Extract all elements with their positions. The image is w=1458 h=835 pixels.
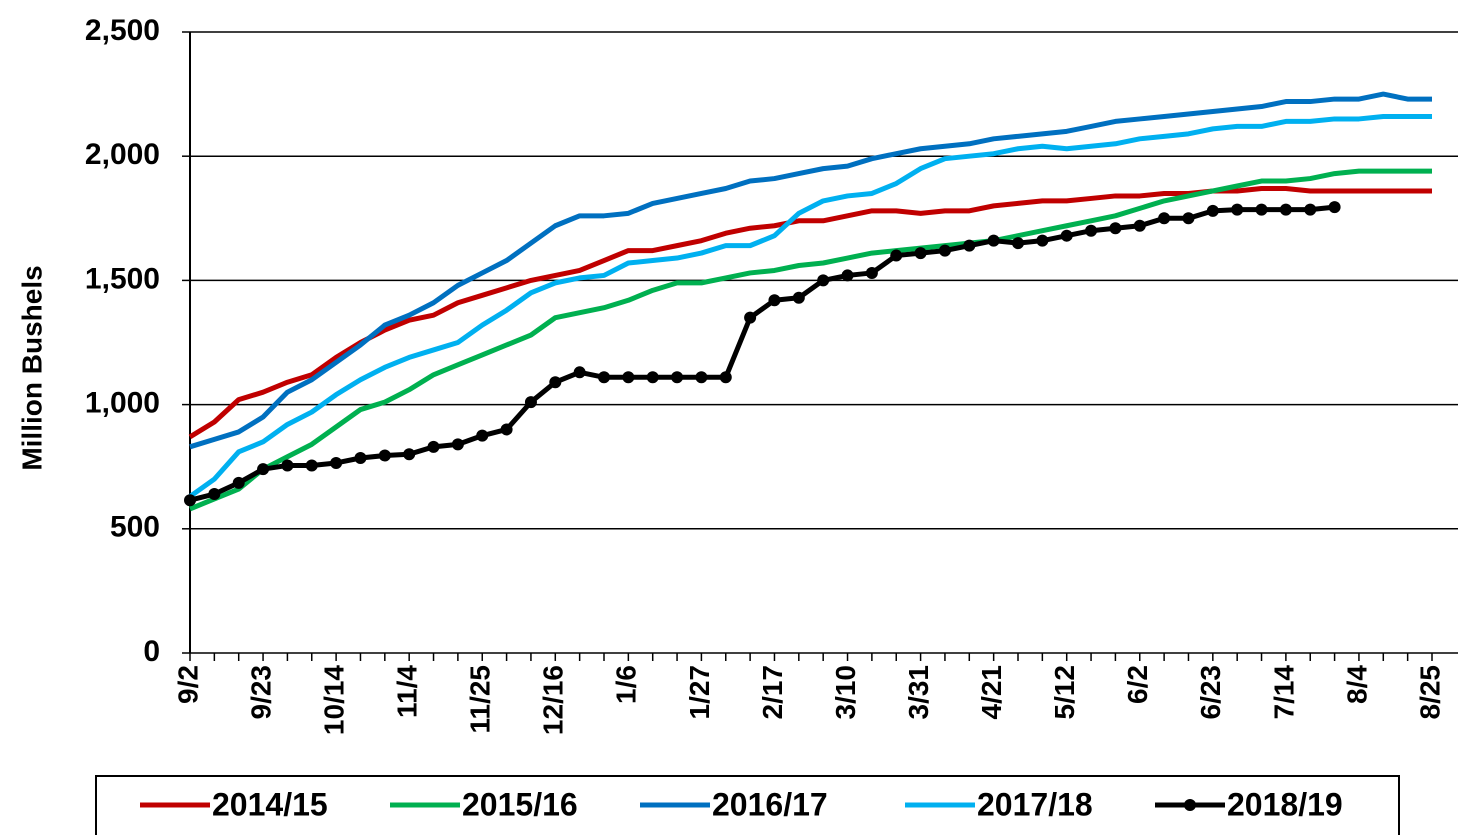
x-tick-label: 7/14 <box>1268 665 1299 720</box>
legend-label: 2018/19 <box>1227 786 1343 822</box>
data-point <box>1182 212 1195 225</box>
data-point <box>792 291 805 304</box>
data-point <box>671 371 684 384</box>
data-point <box>184 494 196 507</box>
data-point <box>865 266 878 279</box>
data-point <box>330 456 343 469</box>
data-point <box>1036 234 1049 247</box>
data-point <box>354 452 367 465</box>
legend-label: 2017/18 <box>977 786 1093 822</box>
data-point <box>890 249 903 262</box>
y-tick-label: 2,500 <box>85 14 160 47</box>
data-point <box>914 247 927 260</box>
x-tick-label: 9/2 <box>172 665 203 704</box>
data-point <box>1012 237 1024 250</box>
data-point <box>208 488 221 501</box>
x-tick-label: 8/4 <box>1341 665 1372 704</box>
data-point <box>938 244 951 257</box>
data-point <box>719 371 732 384</box>
data-point <box>1255 203 1268 216</box>
x-tick-label: 6/2 <box>1122 665 1153 704</box>
y-tick-label: 1,500 <box>85 262 160 295</box>
data-point <box>1133 219 1146 232</box>
data-point <box>598 371 610 384</box>
data-point <box>1060 229 1073 242</box>
data-point <box>768 294 781 307</box>
data-point <box>281 459 294 472</box>
data-point <box>963 239 976 252</box>
data-point <box>646 371 659 384</box>
data-point <box>1085 224 1098 237</box>
data-point <box>1206 204 1219 217</box>
series-line <box>188 185 1432 440</box>
data-point <box>524 396 537 409</box>
data-point <box>744 311 757 324</box>
data-point <box>549 376 562 389</box>
data-point <box>1304 203 1317 216</box>
legend-label: 2016/17 <box>712 786 828 822</box>
data-point <box>378 449 391 462</box>
data-point <box>232 476 245 489</box>
data-point <box>1109 222 1122 235</box>
y-tick-label: 1,000 <box>85 387 160 420</box>
y-tick-label: 500 <box>110 511 160 544</box>
x-tick-label: 5/12 <box>1049 665 1080 720</box>
data-point <box>573 366 586 379</box>
x-tick-label: 12/16 <box>538 665 569 735</box>
data-point <box>622 371 635 384</box>
data-point <box>305 459 318 472</box>
data-point <box>451 438 464 451</box>
data-point <box>1328 201 1341 214</box>
data-point <box>1279 203 1292 216</box>
x-tick-label: 11/25 <box>465 665 496 734</box>
x-tick-label: 6/23 <box>1195 665 1226 720</box>
series-line <box>188 113 1432 499</box>
x-tick-label: 2/17 <box>757 665 788 720</box>
y-tick-label: 2,000 <box>85 138 160 171</box>
data-point <box>427 440 440 453</box>
series-line <box>189 168 1432 512</box>
y-tick-label: 0 <box>143 635 160 668</box>
y-axis-label: Million Bushels <box>16 265 47 470</box>
x-tick-label: 3/10 <box>830 665 861 720</box>
x-tick-label: 1/6 <box>611 665 642 704</box>
x-tick-label: 4/21 <box>976 665 1007 720</box>
data-point <box>403 448 416 461</box>
data-point <box>476 429 489 442</box>
data-point <box>1231 203 1244 216</box>
data-point <box>817 274 830 287</box>
legend-marker <box>1184 799 1196 811</box>
data-point <box>257 463 270 476</box>
x-tick-label: 10/14 <box>319 665 350 735</box>
x-tick-label: 11/4 <box>392 665 423 718</box>
series-line <box>189 91 1432 450</box>
x-tick-label: 1/27 <box>684 665 715 720</box>
x-tick-label: 8/25 <box>1414 665 1445 720</box>
data-point <box>987 234 1000 247</box>
data-point <box>1158 212 1171 225</box>
data-point <box>500 423 513 436</box>
legend-box <box>95 775 1400 835</box>
data-point <box>841 269 854 282</box>
x-tick-label: 9/23 <box>245 665 276 720</box>
legend-label: 2015/16 <box>462 786 578 822</box>
data-point <box>695 371 708 384</box>
x-tick-label: 3/31 <box>903 665 934 720</box>
legend-label: 2014/15 <box>212 786 328 822</box>
